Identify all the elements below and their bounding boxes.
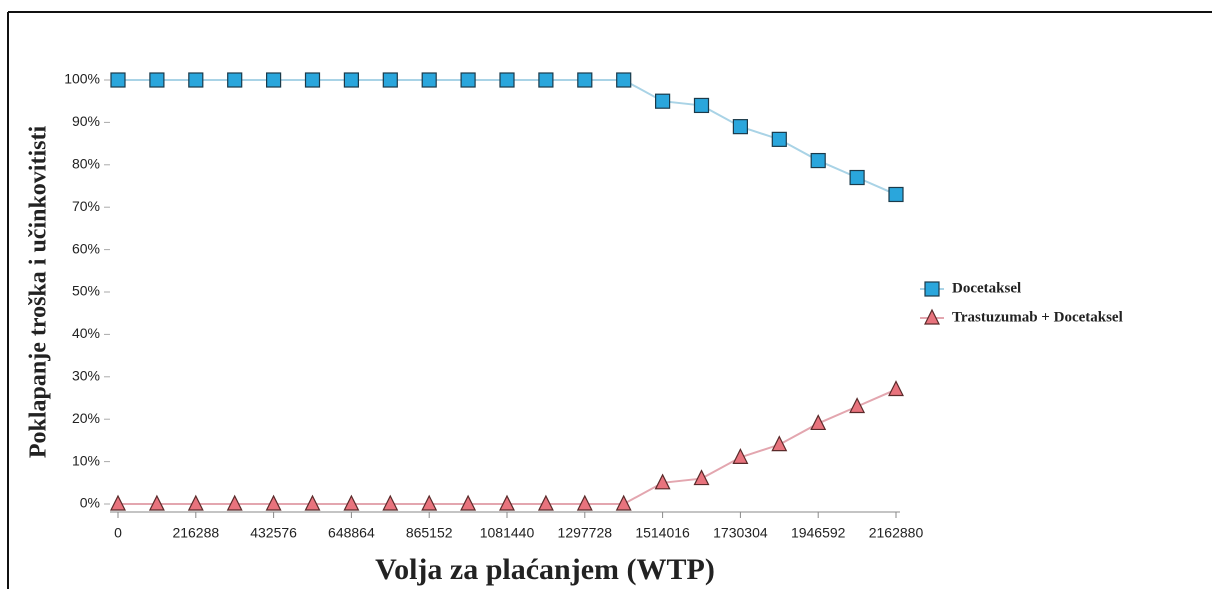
point	[226, 494, 243, 511]
point	[382, 72, 398, 88]
point	[343, 72, 359, 88]
point	[615, 494, 632, 511]
point	[849, 397, 866, 414]
point	[148, 494, 165, 511]
legend-label: Trastuzumab + Docetaksel	[952, 309, 1123, 325]
x-tick-label: 2162880	[869, 525, 924, 541]
point	[188, 72, 204, 88]
point	[538, 72, 554, 88]
point	[149, 72, 165, 88]
y-tick-label: 30%	[72, 368, 100, 384]
y-tick-label: 40%	[72, 325, 100, 341]
point	[343, 494, 360, 511]
point	[537, 494, 554, 511]
point	[460, 494, 477, 511]
point	[654, 93, 671, 109]
point	[693, 469, 710, 486]
x-tick-label: 0	[114, 525, 122, 541]
point	[304, 494, 321, 511]
point	[693, 97, 710, 114]
point	[460, 72, 476, 88]
point	[266, 72, 282, 88]
y-tick-label: 50%	[72, 283, 100, 299]
point	[888, 380, 904, 397]
legend-label: Docetaksel	[952, 280, 1021, 296]
point	[227, 72, 243, 88]
x-tick-label: 1081440	[480, 525, 535, 541]
point	[849, 169, 865, 186]
point	[771, 131, 787, 147]
point	[810, 152, 826, 169]
point	[187, 494, 204, 511]
point	[110, 72, 126, 88]
x-tick-label: 432576	[250, 525, 297, 541]
point	[577, 72, 593, 88]
point	[382, 494, 399, 511]
point	[499, 494, 515, 511]
legend-marker	[924, 308, 940, 325]
point	[616, 72, 632, 88]
point	[732, 119, 749, 135]
point	[732, 448, 749, 464]
x-axis-title: Volja za plaćanjem (WTP)	[375, 553, 715, 586]
y-tick-label: 10%	[72, 452, 100, 468]
y-tick-label: 90%	[72, 113, 100, 129]
y-tick-label: 20%	[72, 410, 100, 426]
x-tick-label: 1730304	[713, 525, 768, 541]
x-tick-label: 648864	[328, 525, 375, 541]
point	[654, 473, 671, 490]
point	[576, 494, 593, 511]
x-tick-label: 1946592	[791, 525, 846, 541]
point	[888, 186, 904, 203]
y-tick-label: 0%	[80, 495, 100, 511]
legend-marker	[924, 281, 940, 297]
y-tick-label: 60%	[72, 240, 100, 256]
point	[499, 72, 515, 88]
x-tick-label: 865152	[406, 525, 453, 541]
point	[110, 494, 126, 511]
point	[304, 72, 321, 88]
x-tick-label: 216288	[172, 525, 219, 541]
x-tick-label: 1514016	[635, 525, 690, 541]
point	[421, 494, 438, 511]
y-tick-label: 100%	[64, 71, 100, 87]
x-tick-label: 1297728	[558, 525, 613, 541]
point	[265, 494, 282, 511]
y-tick-label: 70%	[72, 198, 100, 214]
y-tick-label: 80%	[72, 156, 100, 172]
y-axis-title: Poklapanje troška i učinkovitisti	[26, 126, 52, 459]
point	[810, 414, 827, 431]
point	[421, 72, 437, 88]
point	[771, 435, 788, 452]
